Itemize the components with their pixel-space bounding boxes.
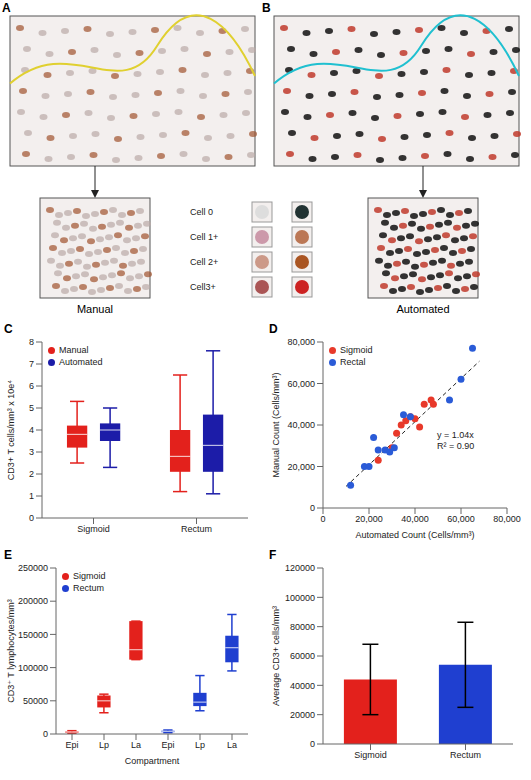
svg-text:Manual: Manual: [77, 303, 113, 315]
svg-text:6: 6: [29, 381, 34, 391]
svg-text:Epi: Epi: [161, 740, 174, 750]
svg-text:0: 0: [29, 513, 34, 523]
svg-text:80000: 80000: [290, 622, 315, 632]
svg-text:La: La: [227, 740, 237, 750]
svg-text:Rectum: Rectum: [450, 750, 481, 760]
svg-text:Average CD3+ cells/mm³: Average CD3+ cells/mm³: [271, 606, 281, 706]
svg-text:Cell3+: Cell3+: [190, 282, 216, 292]
svg-text:7: 7: [29, 359, 34, 369]
svg-text:40,000: 40,000: [287, 420, 315, 430]
html-text:E: E: [4, 548, 12, 562]
svg-text:40000: 40000: [290, 681, 315, 691]
svg-text:80,000: 80,000: [287, 337, 315, 347]
svg-text:60,000: 60,000: [447, 514, 475, 524]
svg-text:200000: 200000: [18, 596, 48, 606]
svg-text:Sigmoid: Sigmoid: [354, 750, 387, 760]
svg-text:20,000: 20,000: [355, 514, 383, 524]
svg-text:Epi: Epi: [65, 740, 78, 750]
svg-text:4: 4: [29, 425, 34, 435]
html-text:F: F: [269, 548, 277, 562]
svg-text:60,000: 60,000: [287, 379, 315, 389]
html-text:Rectal: Rectal: [340, 357, 366, 367]
svg-text:Sigmoid: Sigmoid: [77, 524, 110, 534]
html-text:D: D: [269, 322, 278, 336]
html-text:Sigmoid: Sigmoid: [73, 571, 106, 581]
svg-text:B: B: [262, 1, 271, 15]
svg-text:40,000: 40,000: [401, 514, 429, 524]
svg-text:A: A: [2, 1, 11, 15]
svg-text:Lp: Lp: [99, 740, 109, 750]
svg-text:5: 5: [29, 403, 34, 413]
html-text:y = 1.04x: y = 1.04x: [437, 430, 474, 440]
svg-text:La: La: [131, 740, 141, 750]
svg-text:Cell 2+: Cell 2+: [190, 257, 218, 267]
html-text:Manual: Manual: [59, 345, 89, 355]
svg-text:Cell 0: Cell 0: [190, 207, 213, 217]
svg-text:Automated Count (Cells/mm³): Automated Count (Cells/mm³): [355, 530, 474, 540]
svg-text:0: 0: [320, 514, 325, 524]
svg-text:80,000: 80,000: [493, 514, 521, 524]
svg-text:120000: 120000: [285, 563, 315, 573]
svg-text:Lp: Lp: [195, 740, 205, 750]
svg-text:0: 0: [310, 739, 315, 749]
svg-text:20000: 20000: [290, 710, 315, 720]
svg-text:3: 3: [29, 447, 34, 457]
svg-text:Cell 1+: Cell 1+: [190, 232, 218, 242]
html-text:C: C: [4, 322, 13, 336]
svg-text:20,000: 20,000: [287, 462, 315, 472]
svg-text:100000: 100000: [18, 663, 48, 673]
svg-text:100000: 100000: [285, 593, 315, 603]
html-text:Rectum: Rectum: [73, 583, 104, 593]
svg-text:0: 0: [310, 503, 315, 513]
svg-text:250000: 250000: [18, 563, 48, 573]
svg-text:8: 8: [29, 337, 34, 347]
svg-text:50000: 50000: [23, 696, 48, 706]
svg-text:Automated: Automated: [396, 303, 449, 315]
html-text:R² = 0.90: R² = 0.90: [437, 441, 475, 451]
svg-text:150000: 150000: [18, 630, 48, 640]
svg-text:Compartment: Compartment: [125, 756, 180, 766]
svg-text:Rectum: Rectum: [181, 524, 212, 534]
svg-text:0: 0: [43, 729, 48, 739]
html-text:Automated: Automated: [59, 357, 103, 367]
svg-text:60000: 60000: [290, 651, 315, 661]
svg-text:Manual Count (Cells/mm³): Manual Count (Cells/mm³): [271, 372, 281, 477]
svg-text:CD3⁺ T lymphocytes/mm³: CD3⁺ T lymphocytes/mm³: [6, 599, 16, 702]
svg-text:1: 1: [29, 491, 34, 501]
svg-text:CD3+ T cells/mm³ x 10e⁴: CD3+ T cells/mm³ x 10e⁴: [6, 380, 16, 480]
html-text:Sigmoid: Sigmoid: [340, 345, 373, 355]
svg-text:2: 2: [29, 469, 34, 479]
